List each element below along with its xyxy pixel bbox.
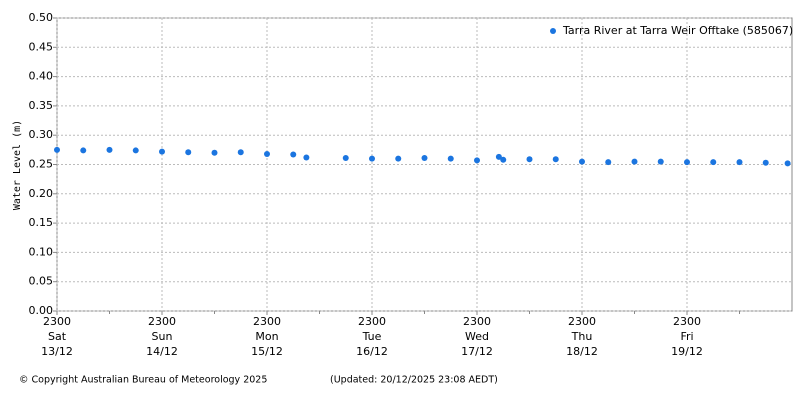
x-tick-label: 2300	[463, 315, 491, 328]
x-tick-label: Fri	[680, 330, 693, 343]
data-point	[657, 158, 664, 165]
data-point	[784, 160, 791, 167]
x-tick-label: Wed	[465, 330, 489, 343]
data-point	[395, 155, 402, 162]
data-point	[132, 147, 139, 154]
data-point	[762, 159, 769, 166]
data-point	[342, 155, 349, 162]
y-tick-label: 0.00	[29, 304, 54, 317]
y-tick-label: 0.50	[29, 11, 54, 24]
data-point	[736, 159, 743, 166]
x-tick-label: 15/12	[251, 345, 283, 358]
data-point	[211, 149, 218, 156]
y-tick-label: 0.45	[29, 40, 54, 53]
data-point	[710, 159, 717, 166]
x-tick-label: Thu	[571, 330, 593, 343]
data-point	[421, 155, 428, 162]
x-tick-label: 16/12	[356, 345, 388, 358]
x-tick-label: 2300	[253, 315, 281, 328]
data-point	[474, 157, 480, 164]
data-point	[579, 158, 585, 165]
x-tick-label: 2300	[148, 315, 176, 328]
data-point	[185, 149, 192, 156]
x-tick-label: 2300	[43, 315, 71, 328]
y-tick-label: 0.15	[29, 216, 54, 229]
data-point	[80, 147, 87, 154]
y-tick-label: 0.05	[29, 275, 54, 288]
x-tick-label: 2300	[358, 315, 386, 328]
data-point	[526, 156, 533, 163]
y-tick-label: 0.20	[29, 187, 54, 200]
data-point	[605, 159, 612, 166]
data-point	[631, 158, 638, 165]
updated: (Updated: 20/12/2025 23:08 AEDT)	[330, 375, 498, 386]
data-point	[290, 151, 297, 158]
y-tick-label: 0.25	[29, 158, 54, 171]
y-tick-label: 0.40	[29, 70, 54, 83]
x-tick-label: 13/12	[41, 345, 73, 358]
x-tick-label: 17/12	[461, 345, 493, 358]
data-point	[159, 148, 165, 155]
x-tick-label: Mon	[255, 330, 278, 343]
legend-marker	[550, 28, 556, 34]
y-tick-label: 0.30	[29, 128, 54, 141]
x-tick-label: 2300	[673, 315, 701, 328]
y-tick-label: 0.10	[29, 245, 54, 258]
x-tick-label: 19/12	[671, 345, 703, 358]
data-point	[237, 149, 244, 156]
x-tick-label: 2300	[568, 315, 596, 328]
y-axis-title: Water Level (m)	[12, 120, 23, 210]
data-point	[264, 150, 270, 157]
data-point	[106, 146, 113, 153]
copyright: © Copyright Australian Bureau of Meteoro…	[19, 375, 267, 386]
data-point	[369, 155, 375, 162]
x-tick-label: Sat	[48, 330, 67, 343]
x-tick-label: 14/12	[146, 345, 178, 358]
data-point	[684, 159, 690, 166]
data-point	[500, 156, 507, 163]
x-tick-label: 18/12	[566, 345, 598, 358]
data-point	[54, 146, 60, 153]
y-tick-label: 0.35	[29, 99, 54, 112]
data-point	[552, 156, 559, 163]
data-point	[495, 153, 502, 160]
legend-label: Tarra River at Tarra Weir Offtake (58506…	[562, 24, 793, 37]
x-tick-label: Tue	[362, 330, 382, 343]
data-point	[447, 155, 454, 162]
data-point	[303, 154, 310, 161]
x-tick-label: Sun	[152, 330, 173, 343]
